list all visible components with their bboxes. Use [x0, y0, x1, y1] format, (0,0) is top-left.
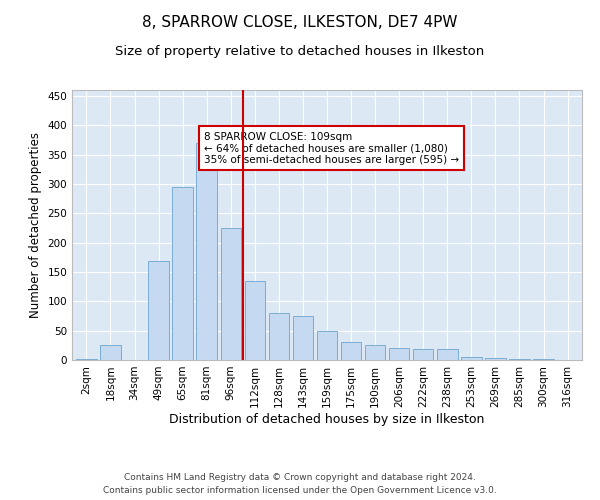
- Bar: [221, 228, 241, 360]
- Text: Size of property relative to detached houses in Ilkeston: Size of property relative to detached ho…: [115, 45, 485, 58]
- Text: 8 SPARROW CLOSE: 109sqm
← 64% of detached houses are smaller (1,080)
35% of semi: 8 SPARROW CLOSE: 109sqm ← 64% of detache…: [204, 132, 459, 165]
- X-axis label: Distribution of detached houses by size in Ilkeston: Distribution of detached houses by size …: [169, 412, 485, 426]
- Bar: [461, 357, 482, 360]
- Bar: [269, 313, 289, 360]
- Bar: [100, 346, 121, 360]
- Bar: [293, 316, 313, 360]
- Text: Contains HM Land Registry data © Crown copyright and database right 2024.
Contai: Contains HM Land Registry data © Crown c…: [103, 474, 497, 495]
- Bar: [172, 187, 193, 360]
- Bar: [245, 281, 265, 360]
- Bar: [317, 330, 337, 360]
- Bar: [196, 143, 217, 360]
- Text: 8, SPARROW CLOSE, ILKESTON, DE7 4PW: 8, SPARROW CLOSE, ILKESTON, DE7 4PW: [142, 15, 458, 30]
- Bar: [341, 342, 361, 360]
- Bar: [148, 262, 169, 360]
- Bar: [485, 358, 506, 360]
- Y-axis label: Number of detached properties: Number of detached properties: [29, 132, 42, 318]
- Bar: [365, 346, 385, 360]
- Bar: [437, 350, 458, 360]
- Bar: [389, 348, 409, 360]
- Bar: [413, 350, 433, 360]
